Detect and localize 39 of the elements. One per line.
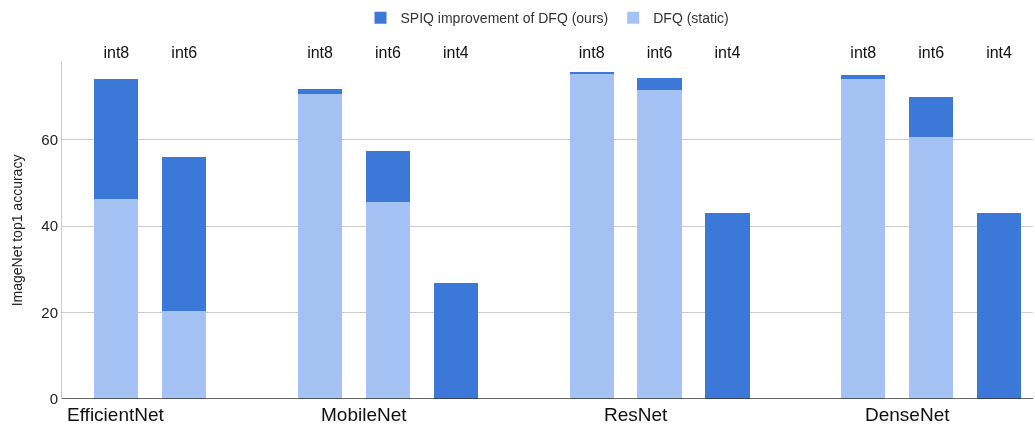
bar bbox=[909, 136, 954, 399]
bar bbox=[705, 213, 750, 399]
bar bbox=[162, 311, 207, 399]
x-tick-label: int4 bbox=[714, 43, 741, 61]
legend-label: DFQ (static) bbox=[653, 10, 729, 27]
x-tick-label: int6 bbox=[918, 43, 945, 61]
bar bbox=[637, 90, 682, 399]
bar bbox=[569, 73, 614, 399]
text: DenseNet bbox=[865, 404, 951, 425]
x-tick-label: int8 bbox=[850, 43, 877, 61]
bar bbox=[365, 201, 410, 399]
legend-label: SPIQ improvement of DFQ (ours) bbox=[400, 10, 609, 27]
y-tick-label: 20 bbox=[41, 303, 58, 321]
bar bbox=[365, 151, 410, 202]
x-tick-label: int6 bbox=[171, 43, 198, 61]
x-tick-label: int6 bbox=[646, 43, 673, 61]
x-tick-label: int6 bbox=[375, 43, 401, 61]
x-tick-label: int8 bbox=[103, 43, 130, 61]
x-tick-label: int4 bbox=[442, 43, 469, 61]
bar bbox=[433, 282, 478, 399]
bar bbox=[94, 198, 139, 399]
text: ResNet bbox=[604, 404, 669, 425]
x-tick-label: int8 bbox=[578, 43, 605, 61]
y-axis-title: ImageNet top1 accuracy bbox=[8, 154, 25, 307]
bar bbox=[637, 77, 682, 91]
bar bbox=[841, 78, 886, 399]
x-tick-label: int8 bbox=[307, 43, 334, 61]
bar bbox=[976, 213, 1022, 399]
x-tick-label: int4 bbox=[986, 43, 1013, 61]
y-tick-label: 60 bbox=[41, 131, 58, 149]
y-tick-label: 0 bbox=[49, 390, 58, 408]
bar bbox=[909, 96, 954, 137]
bar bbox=[297, 94, 343, 399]
y-tick-label: 40 bbox=[41, 217, 58, 235]
text: EfficientNet bbox=[67, 404, 165, 425]
bar bbox=[162, 156, 207, 312]
text: MobileNet bbox=[321, 404, 408, 425]
bar bbox=[841, 74, 886, 79]
bar bbox=[94, 78, 139, 199]
